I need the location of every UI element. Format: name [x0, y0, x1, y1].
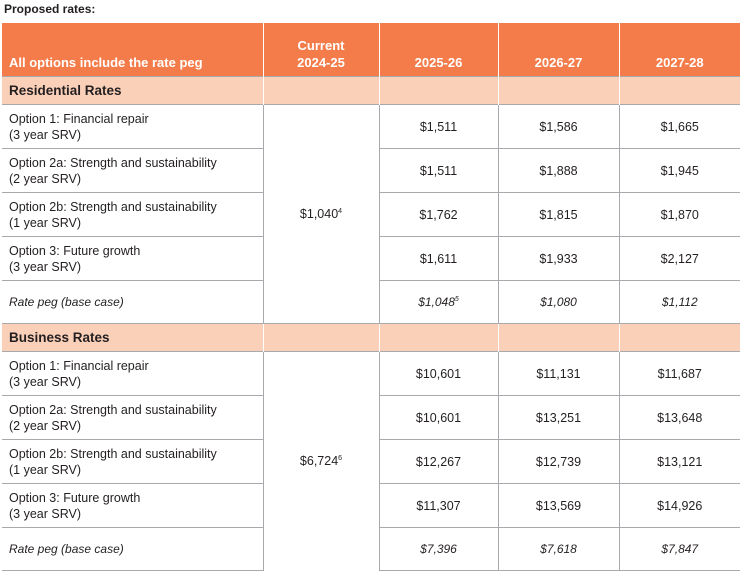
rate-cell: $11,687: [618, 351, 740, 396]
rate-cell: $1,870: [618, 192, 740, 237]
rate-peg-label: Rate peg (base case): [2, 280, 263, 324]
header-current: Current 2024-25: [262, 23, 379, 77]
rate-cell: $1,511: [378, 148, 498, 193]
table-row: Option 1: Financial repair (3 year SRV) $…: [2, 351, 740, 571]
rate-cell: $1,511: [378, 104, 498, 149]
rate-cell: $1,586: [497, 104, 619, 149]
section-title: Residential Rates: [2, 76, 263, 105]
rate-peg-label: Rate peg (base case): [2, 527, 263, 571]
table-row: Option 2b: Strength and sustainability (1…: [2, 192, 740, 237]
header-row: All options include the rate peg Current…: [2, 23, 740, 77]
rate-cell: $1,112: [618, 280, 740, 324]
current-rate-residential: $1,0404: [262, 104, 379, 324]
rate-peg-row: Rate peg (base case) $7,396 $7,618 $7,84…: [2, 527, 740, 571]
rate-cell: $1,945: [618, 148, 740, 193]
rate-cell: $13,121: [618, 439, 740, 484]
option-label: Option 1: Financial repair (3 year SRV): [2, 351, 263, 396]
table-row: Option 1: Financial repair (3 year SRV) $…: [2, 104, 740, 324]
option-label: Option 2b: Strength and sustainability (1…: [2, 439, 263, 484]
rate-cell: $1,0485: [378, 280, 498, 324]
rate-cell: $1,888: [497, 148, 619, 193]
table-row: Option 2a: Strength and sustainability (2…: [2, 395, 740, 440]
section-residential: Residential Rates: [2, 76, 740, 105]
rate-cell: $13,251: [497, 395, 619, 440]
header-2027-28: 2027-28: [618, 23, 740, 77]
rate-cell: $13,569: [497, 483, 619, 528]
header-2025-26: 2025-26: [378, 23, 498, 77]
section-business: Business Rates: [2, 323, 740, 352]
rate-peg-row: Rate peg (base case) $1,0485 $1,080 $1,1…: [2, 280, 740, 324]
rate-cell: $13,648: [618, 395, 740, 440]
section-title: Business Rates: [2, 323, 263, 352]
rate-cell: $1,665: [618, 104, 740, 149]
rate-cell: $1,080: [497, 280, 619, 324]
rate-cell: $7,847: [618, 527, 740, 571]
current-rate-business: $6,7246: [262, 351, 379, 571]
rate-cell: $1,611: [378, 236, 498, 281]
rate-cell: $1,933: [497, 236, 619, 281]
rate-cell: $12,267: [378, 439, 498, 484]
proposed-rates-table: All options include the rate peg Current…: [2, 23, 740, 571]
option-label: Option 2a: Strength and sustainability (2…: [2, 148, 263, 193]
rate-cell: $11,307: [378, 483, 498, 528]
option-label: Option 1: Financial repair (3 year SRV): [2, 104, 263, 149]
table-caption: Proposed rates:: [4, 2, 96, 16]
header-options: All options include the rate peg: [2, 23, 263, 77]
option-label: Option 2b: Strength and sustainability (1…: [2, 192, 263, 237]
rate-cell: $10,601: [378, 351, 498, 396]
option-label: Option 3: Future growth (3 year SRV): [2, 483, 263, 528]
option-label: Option 2a: Strength and sustainability (2…: [2, 395, 263, 440]
table-row: Option 3: Future growth (3 year SRV) $1,6…: [2, 236, 740, 281]
rate-cell: $12,739: [497, 439, 619, 484]
rate-cell: $2,127: [618, 236, 740, 281]
table-row: Option 2a: Strength and sustainability (2…: [2, 148, 740, 193]
table-row: Option 2b: Strength and sustainability (1…: [2, 439, 740, 484]
header-2026-27: 2026-27: [497, 23, 619, 77]
rate-cell: $7,618: [497, 527, 619, 571]
rate-cell: $1,815: [497, 192, 619, 237]
option-label: Option 3: Future growth (3 year SRV): [2, 236, 263, 281]
rate-cell: $14,926: [618, 483, 740, 528]
rate-cell: $11,131: [497, 351, 619, 396]
rate-cell: $7,396: [378, 527, 498, 571]
table-row: Option 3: Future growth (3 year SRV) $11,…: [2, 483, 740, 528]
rate-cell: $1,762: [378, 192, 498, 237]
rate-cell: $10,601: [378, 395, 498, 440]
